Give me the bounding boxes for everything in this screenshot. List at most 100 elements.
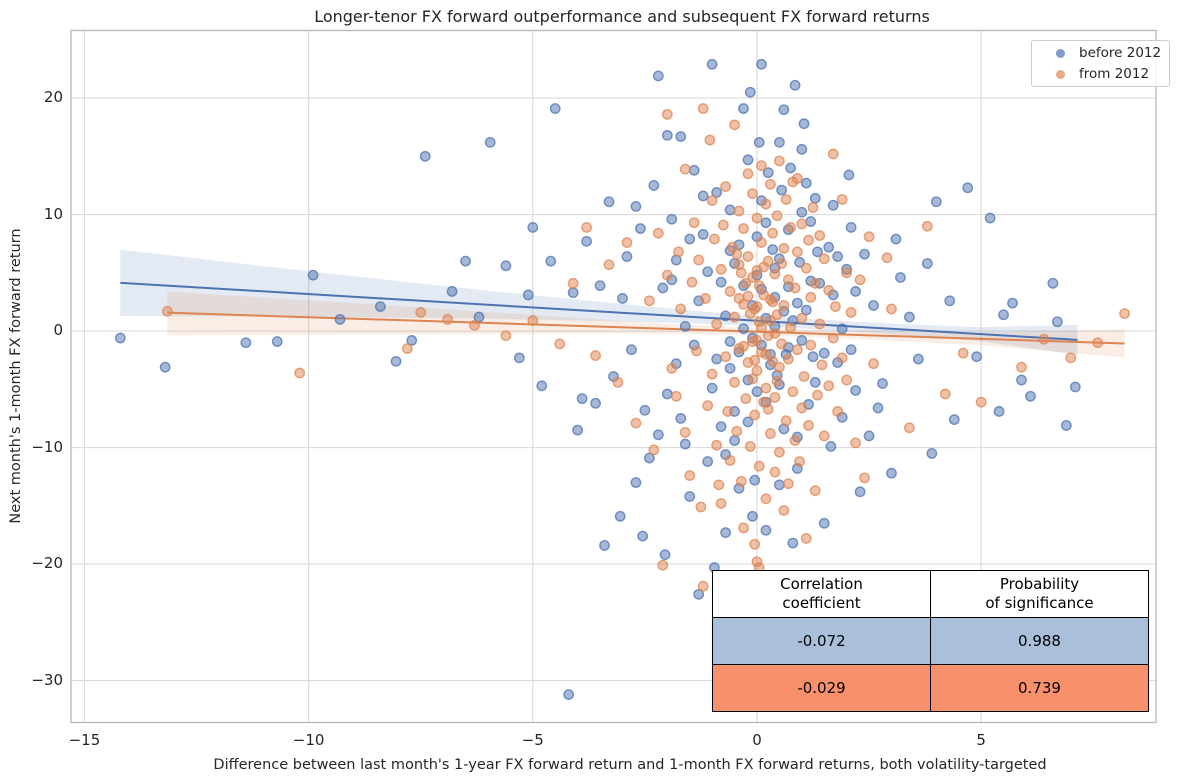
scatter-point: [769, 466, 781, 478]
scatter-point: [715, 421, 727, 432]
scatter-point: [740, 277, 752, 289]
scatter-point: [711, 353, 723, 365]
scatter-point: [545, 255, 557, 267]
table-row: -0.072 0.988: [712, 617, 1149, 665]
scatter-point: [442, 314, 454, 325]
scatter-point: [868, 358, 879, 370]
scatter-point: [859, 472, 870, 484]
scatter-point: [161, 305, 173, 317]
scatter-point: [984, 212, 996, 224]
scatter-point: [809, 485, 821, 497]
scatter-point: [803, 234, 814, 246]
scatter-point: [715, 498, 727, 509]
scatter-point: [713, 479, 725, 491]
scatter-point: [271, 336, 283, 347]
scatter-point: [720, 181, 731, 193]
scatter-point: [657, 559, 669, 571]
x-tick-label: −5: [521, 731, 544, 749]
table-header-cell: Correlation coefficient: [712, 570, 931, 618]
scatter-point: [794, 456, 805, 467]
scatter-point: [729, 376, 740, 388]
scatter-point: [809, 376, 821, 388]
scatter-point: [863, 430, 875, 442]
scatter-point: [850, 286, 862, 297]
scatter-point: [751, 386, 763, 398]
scatter-point: [679, 427, 691, 438]
scatter-point: [731, 425, 743, 437]
scatter-point: [843, 169, 855, 181]
scatter-point: [536, 380, 548, 392]
scatter-point: [785, 162, 796, 174]
scatter-point: [782, 274, 794, 286]
x-tick-label: 0: [752, 731, 762, 749]
scatter-point: [773, 136, 785, 148]
scatter-point: [921, 258, 933, 269]
scatter-point: [738, 522, 749, 534]
scatter-point: [617, 293, 628, 304]
scatter-point: [771, 375, 783, 387]
scatter-point: [776, 338, 788, 350]
scatter-point: [796, 402, 808, 414]
scatter-point: [679, 163, 691, 175]
scatter-point: [812, 246, 823, 258]
y-tick-label: −10: [31, 437, 63, 456]
scatter-point: [789, 79, 801, 91]
scatter-point: [724, 362, 736, 374]
scatter-point: [760, 524, 772, 536]
scatter-point: [691, 345, 702, 357]
scatter-point: [670, 390, 682, 402]
scatter-point: [648, 180, 660, 191]
scatter-point: [599, 540, 610, 551]
scatter-point: [590, 397, 601, 409]
scatter-point: [702, 456, 714, 467]
scatter-point: [661, 269, 673, 281]
scatter-point: [794, 256, 805, 268]
x-tick-label: −15: [68, 731, 101, 749]
scatter-point: [1047, 277, 1059, 289]
scatter-point: [706, 382, 718, 394]
scatter-point: [513, 352, 525, 364]
scatter-point: [765, 428, 776, 439]
scatter-point: [563, 689, 575, 700]
scatter-point: [930, 196, 942, 208]
table-cell: 0.988: [930, 617, 1149, 665]
scatter-point: [720, 527, 731, 539]
scatter-point: [778, 505, 790, 516]
scatter-point: [500, 260, 512, 272]
scatter-point: [760, 348, 772, 360]
scatter-point: [827, 199, 839, 211]
scatter-point: [780, 415, 792, 427]
scatter-point: [809, 192, 821, 204]
scatter-point: [711, 187, 723, 198]
scatter-point: [816, 359, 828, 371]
scatter-point: [854, 274, 866, 286]
scatter-point: [697, 103, 709, 114]
scatter-point: [807, 202, 819, 213]
scatter-point: [782, 353, 794, 365]
scatter-point: [711, 318, 723, 330]
scatter-point: [791, 246, 803, 258]
scatter-point: [576, 393, 588, 405]
scatter-point: [796, 206, 808, 218]
table-cell: -0.072: [712, 617, 931, 665]
scatter-point: [567, 277, 579, 289]
scatter-point: [614, 510, 626, 522]
series-points-from-2012: [161, 103, 1131, 592]
scatter-point: [753, 280, 765, 292]
legend: before 2012 from 2012: [1031, 40, 1170, 87]
scatter-point: [747, 373, 758, 385]
scatter-point: [630, 477, 642, 488]
scatter-point: [796, 218, 808, 230]
scatter-point: [661, 108, 673, 120]
scatter-point: [751, 334, 763, 346]
scatter-point: [767, 244, 779, 255]
scatter-point: [724, 454, 736, 466]
table-header-cell: Probability of significance: [930, 570, 1149, 618]
scatter-point: [785, 221, 796, 233]
scatter-point: [419, 150, 431, 162]
scatter-point: [1007, 297, 1018, 309]
scatter-point: [637, 530, 649, 542]
scatter-point: [921, 220, 933, 232]
scatter-point: [895, 272, 906, 283]
scatter-point: [818, 430, 830, 442]
